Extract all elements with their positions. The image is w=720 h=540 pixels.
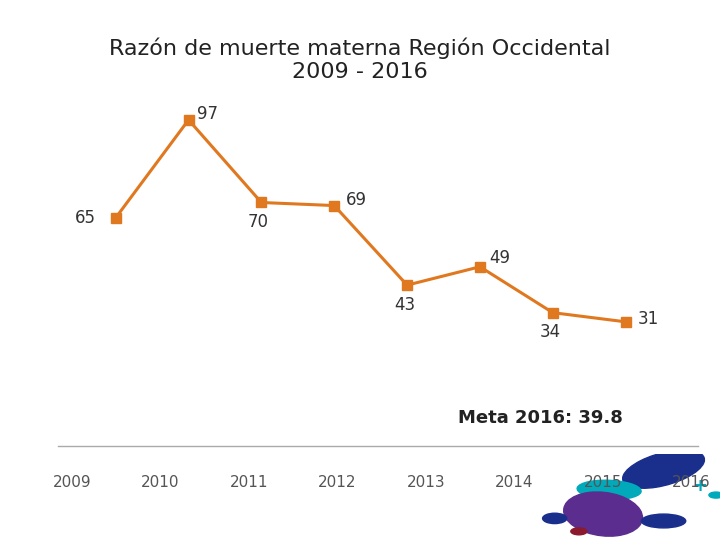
Text: 43: 43 (394, 295, 415, 314)
Text: 2011: 2011 (230, 475, 268, 490)
Ellipse shape (642, 514, 685, 528)
Text: 31: 31 (637, 310, 659, 328)
Text: 2013: 2013 (407, 475, 445, 490)
Text: 34: 34 (539, 323, 561, 341)
Text: 2014: 2014 (495, 475, 534, 490)
Text: Razón de muerte materna Región Occidental
2009 - 2016: Razón de muerte materna Región Occidenta… (109, 38, 611, 83)
Text: 69: 69 (346, 191, 367, 209)
Text: +: + (693, 477, 707, 495)
Text: 97: 97 (197, 105, 218, 123)
Text: 49: 49 (489, 249, 510, 267)
Text: 2012: 2012 (318, 475, 356, 490)
Ellipse shape (577, 480, 641, 500)
Text: 2010: 2010 (141, 475, 180, 490)
Ellipse shape (623, 450, 704, 488)
Ellipse shape (543, 513, 567, 524)
Text: 65: 65 (75, 209, 96, 227)
Ellipse shape (709, 492, 720, 498)
Text: 2016: 2016 (672, 475, 711, 490)
Text: 2009: 2009 (53, 475, 91, 490)
Ellipse shape (571, 528, 587, 535)
Ellipse shape (564, 492, 642, 536)
Text: Meta 2016: 39.8: Meta 2016: 39.8 (458, 409, 622, 427)
Text: 70: 70 (248, 213, 269, 231)
Text: 2015: 2015 (583, 475, 622, 490)
